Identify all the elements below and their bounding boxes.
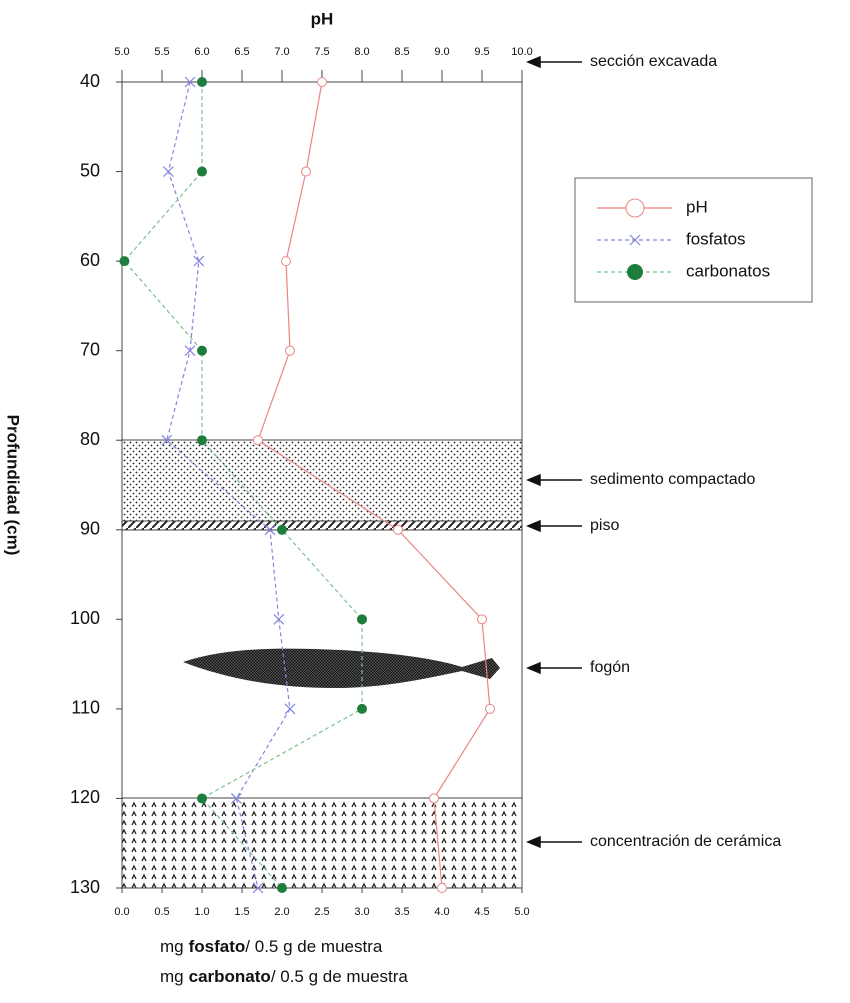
x-axis-title-part: carbonato <box>189 967 271 986</box>
annotation-arrows <box>526 55 582 849</box>
marker <box>161 434 173 446</box>
x-tick-label: 4.0 <box>434 906 449 918</box>
x-tick-label: 3.0 <box>354 906 369 918</box>
annotation: sección excavada <box>590 53 717 70</box>
annotation: concentración de cerámica <box>590 833 781 850</box>
marker <box>162 166 174 177</box>
legend-marker <box>625 198 645 218</box>
marker <box>264 524 276 536</box>
top-axis-title: pH <box>311 9 334 28</box>
layers <box>121 439 523 889</box>
floor-layer <box>121 520 523 531</box>
marker <box>285 345 295 356</box>
marker <box>477 614 487 625</box>
x2-tick-label: 9.5 <box>474 46 489 58</box>
marker <box>429 793 439 804</box>
marker <box>197 166 207 177</box>
marker <box>252 882 264 894</box>
y-tick-label: 80 <box>80 429 100 449</box>
x2-tick-label: 5.5 <box>154 46 169 58</box>
x-axis-title: mg carbonato/ 0.5 g de muestra <box>160 967 408 986</box>
y-tick-label: 130 <box>70 877 100 897</box>
y-tick-label: 60 <box>80 250 100 270</box>
x-axis-title-part: / 0.5 g de muestra <box>271 967 409 986</box>
x2-tick-label: 5.0 <box>114 46 129 58</box>
x2-tick-label: 7.5 <box>314 46 329 58</box>
series-line <box>166 81 291 889</box>
marker <box>193 255 205 267</box>
series-line <box>123 82 363 889</box>
marker <box>273 613 285 625</box>
marker <box>230 793 242 804</box>
marker <box>277 883 287 893</box>
y-axis-title: Profundidad (cm) <box>4 415 23 556</box>
series-line <box>257 81 491 889</box>
x-tick-label: 3.5 <box>394 906 409 918</box>
marker <box>197 435 207 446</box>
x2-tick-label: 7.0 <box>274 46 289 58</box>
y-tick-label: 50 <box>80 160 100 180</box>
marker <box>437 883 447 893</box>
legend-marker <box>629 234 641 246</box>
y-tick-label: 70 <box>80 339 100 359</box>
marker <box>277 524 287 535</box>
annotation: sedimento compactado <box>590 471 756 488</box>
marker <box>197 77 207 87</box>
marker <box>197 793 207 804</box>
x-axis-title-part: fosfato <box>189 937 246 956</box>
marker <box>357 703 367 714</box>
marker <box>357 614 367 625</box>
y-tick-label: 100 <box>70 608 100 628</box>
marker <box>184 345 196 357</box>
x-tick-label: 0.0 <box>114 906 129 918</box>
legend-label: pH <box>686 197 708 216</box>
marker <box>485 703 495 714</box>
x-axis-title-part: mg <box>160 967 184 986</box>
marker <box>119 256 130 267</box>
x-tick-label: 2.0 <box>274 906 289 918</box>
marker <box>197 345 207 356</box>
hearth-shape <box>183 648 500 688</box>
marker <box>317 77 327 87</box>
annotation: fogón <box>590 659 630 676</box>
legend-label: fosfatos <box>686 229 746 248</box>
legend-marker <box>627 264 643 280</box>
x-tick-label: 4.5 <box>474 906 489 918</box>
marker <box>253 435 263 446</box>
ceramic-layer <box>121 797 523 889</box>
x-axis-title-part: mg <box>160 937 184 956</box>
x-tick-label: 2.5 <box>314 906 329 918</box>
marker <box>281 256 291 267</box>
annotation: piso <box>590 517 619 534</box>
y-tick-label: 120 <box>70 787 100 807</box>
x-tick-label: 1.0 <box>194 906 209 918</box>
x2-tick-label: 8.0 <box>354 46 369 58</box>
x2-tick-label: 6.5 <box>234 46 249 58</box>
x-axis-title-part: / 0.5 g de muestra <box>245 937 383 956</box>
x2-tick-label: 10.0 <box>511 46 532 58</box>
x-tick-label: 1.5 <box>234 906 249 918</box>
y-tick-label: 90 <box>80 519 100 539</box>
x2-tick-label: 6.0 <box>194 46 209 58</box>
legend-label: carbonatos <box>686 261 770 280</box>
y-tick-label: 110 <box>71 698 100 718</box>
marker <box>301 166 311 177</box>
marker <box>393 524 403 535</box>
x-tick-label: 5.0 <box>514 906 529 918</box>
x2-tick-label: 9.0 <box>434 46 449 58</box>
x-tick-label: 0.5 <box>154 906 169 918</box>
x-axis-title: mg fosfato/ 0.5 g de muestra <box>160 937 383 956</box>
marker <box>184 76 196 88</box>
x2-tick-label: 8.5 <box>394 46 409 58</box>
marker <box>284 703 296 715</box>
y-tick-label: 40 <box>80 71 100 91</box>
